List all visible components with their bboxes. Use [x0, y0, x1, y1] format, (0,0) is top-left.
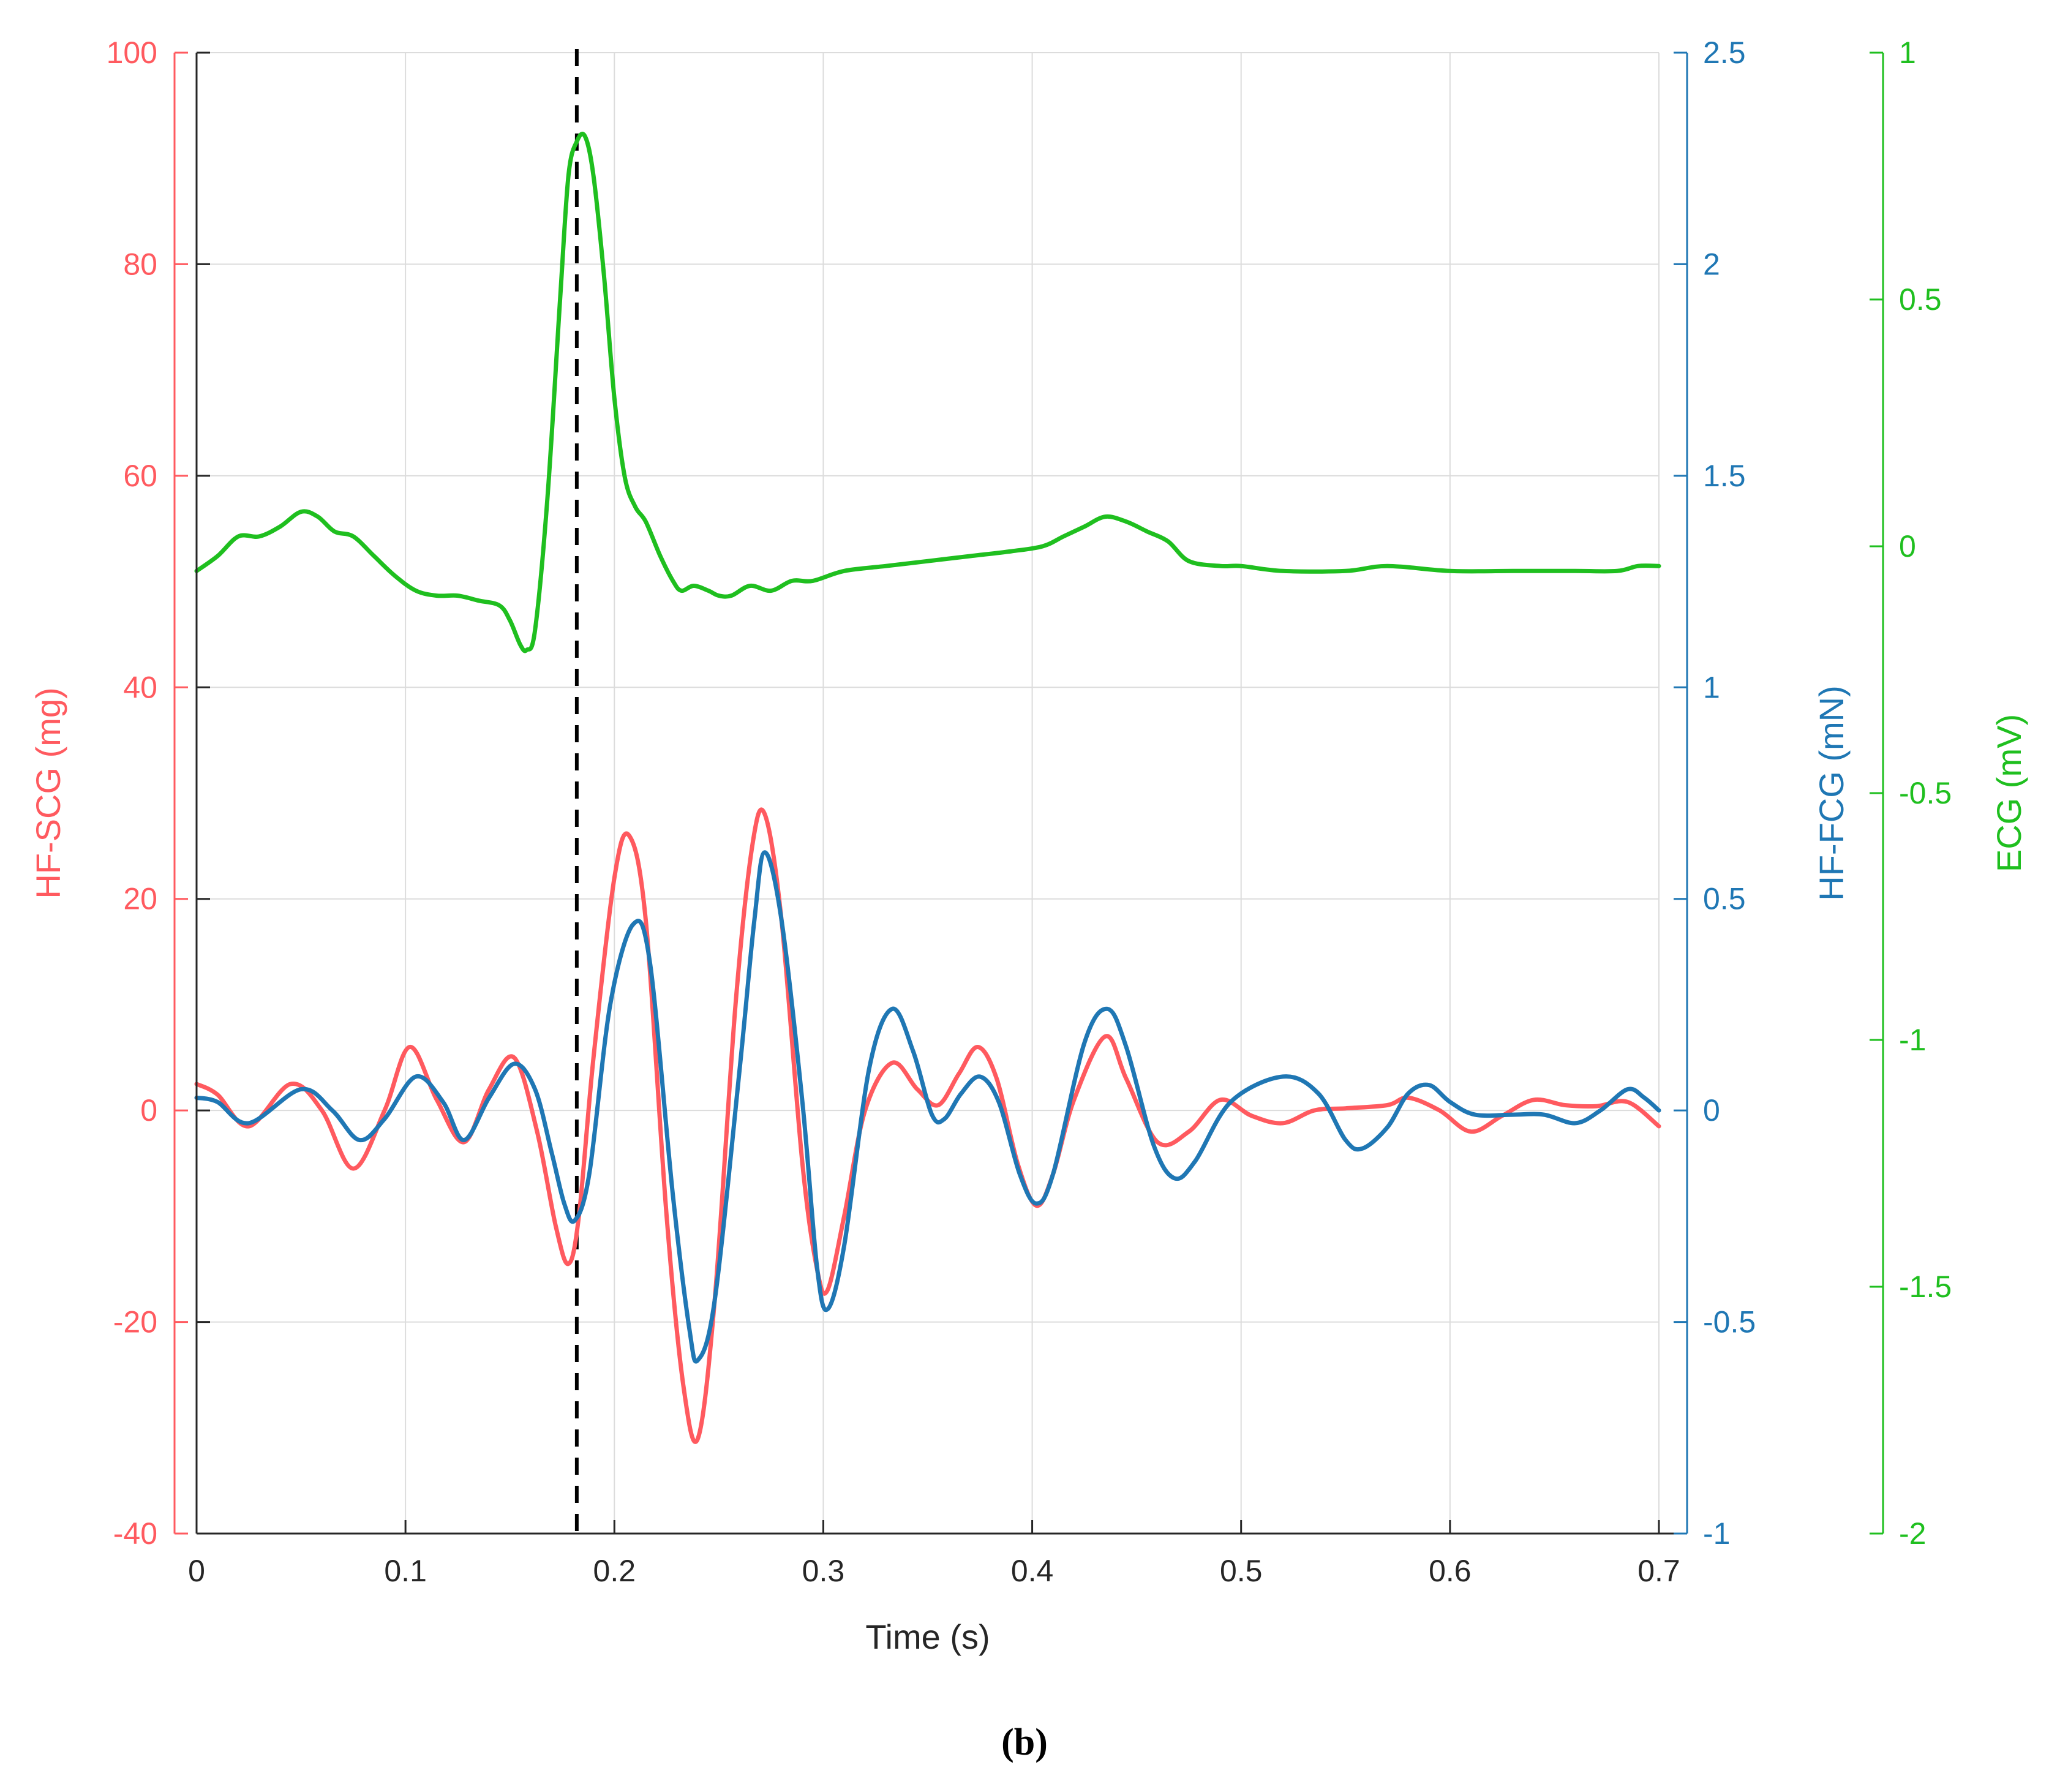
y-tick-label-left: 80 — [123, 247, 157, 281]
y-tick-label-outer: -1.5 — [1899, 1270, 1952, 1304]
y-tick-label-left: 20 — [123, 882, 157, 916]
y-tick-label-left: 60 — [123, 459, 157, 493]
axes-layer: 0 0.1 0.2 0.3 0.4 0.5 0.6 0.7-40-20020406080100… — [29, 36, 2028, 1588]
y-tick-label-left: 40 — [123, 670, 157, 704]
y-tick-label-left: -20 — [113, 1305, 157, 1339]
y-tick-label-right: 2.5 — [1703, 36, 1746, 70]
x-tick-label: 0.1 — [384, 1554, 427, 1588]
y-tick-label-right: -1 — [1703, 1516, 1730, 1551]
y-tick-label-outer: 0 — [1899, 529, 1916, 563]
y-tick-label-right: 2 — [1703, 247, 1720, 281]
y-axis-title-left: HF-SCG (mg) — [29, 687, 67, 898]
x-tick-label: 0.5 — [1220, 1554, 1263, 1588]
x-tick-label: 0 — [188, 1554, 205, 1588]
y-tick-label-outer: -1 — [1899, 1023, 1926, 1057]
y-tick-label-right: -0.5 — [1703, 1305, 1756, 1339]
y-tick-label-left: -40 — [113, 1516, 157, 1551]
y-tick-label-outer: -2 — [1899, 1516, 1926, 1551]
y-tick-label-right: 0.5 — [1703, 882, 1746, 916]
series-line-ecg — [194, 132, 1661, 653]
y-tick-label-right: 1.5 — [1703, 459, 1746, 493]
y-tick-label-right: 1 — [1703, 670, 1720, 704]
x-tick-label: 0.4 — [1011, 1554, 1054, 1588]
x-axis-title: Time (s) — [865, 1617, 990, 1656]
y-tick-label-left: 0 — [140, 1093, 157, 1128]
y-tick-label-outer: 1 — [1899, 36, 1916, 70]
series-layer — [194, 132, 1661, 1444]
y-axis-title-outer: ECG (mV) — [1990, 714, 2028, 872]
series-line-hf-fcg — [194, 850, 1661, 1364]
y-tick-label-outer: 0.5 — [1899, 282, 1942, 317]
y-tick-label-right: 0 — [1703, 1093, 1720, 1128]
x-tick-label: 0.3 — [802, 1554, 845, 1588]
y-axis-title-right: HF-FCG (mN) — [1812, 685, 1851, 900]
y-tick-label-left: 100 — [107, 36, 157, 70]
figure-caption: (b) — [1001, 1722, 1048, 1763]
x-tick-label: 0.2 — [593, 1554, 636, 1588]
plot-area — [197, 53, 1659, 1534]
y-tick-label-outer: -0.5 — [1899, 776, 1952, 810]
x-tick-label: 0.6 — [1429, 1554, 1472, 1588]
x-tick-label: 0.7 — [1637, 1554, 1680, 1588]
